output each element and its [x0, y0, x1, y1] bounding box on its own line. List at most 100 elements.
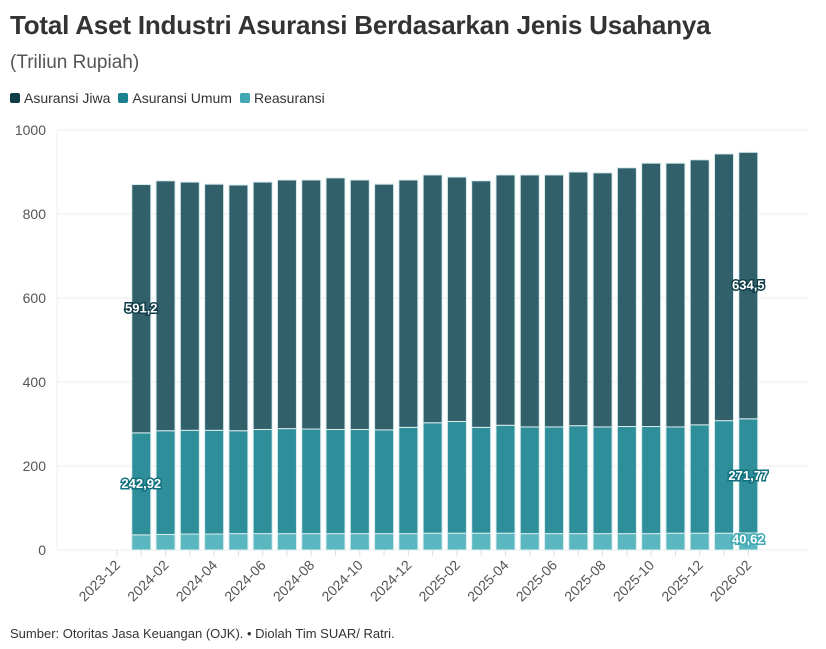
bar-asuransi-umum [276, 428, 297, 535]
bar-asuransi-umum [301, 428, 322, 535]
bar-asuransi-jiwa [665, 162, 686, 428]
bar-asuransi-umum [252, 428, 273, 535]
legend-label: Asuransi Jiwa [24, 90, 111, 106]
y-tick-label: 200 [23, 458, 47, 474]
data-label: 634,5 [732, 278, 765, 293]
bar-reasuransi [179, 533, 200, 551]
x-tick-label: 2024-04 [173, 557, 221, 605]
x-tick-label: 2025-12 [658, 557, 706, 605]
bar-asuransi-jiwa [592, 172, 613, 428]
bar-asuransi-umum [568, 425, 589, 535]
chart-title: Total Aset Industri Asuransi Berdasarkan… [10, 10, 711, 40]
bar-asuransi-umum [325, 428, 346, 535]
bar-asuransi-jiwa [568, 171, 589, 427]
bar-asuransi-umum [592, 426, 613, 535]
bar-asuransi-umum [374, 429, 395, 535]
x-tick-label: 2025-04 [464, 557, 512, 605]
x-tick-label: 2024-06 [221, 557, 269, 605]
bar-asuransi-umum [471, 426, 492, 534]
x-tick-label: 2025-08 [561, 557, 609, 605]
chart-subtitle: (Triliun Rupiah) [10, 52, 140, 73]
bar-asuransi-jiwa [349, 179, 370, 430]
legend-swatch [118, 93, 129, 103]
bar-asuransi-jiwa [252, 181, 273, 430]
bar-asuransi-jiwa [276, 179, 297, 430]
bar-asuransi-umum [689, 424, 710, 534]
bar-asuransi-umum [422, 422, 443, 534]
bar-asuransi-umum [616, 426, 637, 535]
bar-reasuransi [495, 532, 516, 551]
x-tick-label: 2024-10 [318, 557, 366, 605]
bar-asuransi-jiwa [422, 174, 443, 424]
bar-reasuransi [131, 534, 152, 551]
bar-asuransi-jiwa [204, 183, 225, 431]
bar-asuransi-umum [349, 428, 370, 535]
bar-asuransi-jiwa [398, 179, 419, 428]
bar-asuransi-umum [519, 426, 540, 535]
bar-asuransi-jiwa [714, 153, 734, 422]
bar-asuransi-umum [228, 430, 249, 535]
bar-asuransi-jiwa [519, 174, 540, 428]
data-label: 242,92 [121, 476, 161, 491]
bar-asuransi-jiwa [446, 176, 467, 422]
legend-label: Asuransi Umum [132, 90, 232, 106]
y-tick-label: 800 [23, 206, 47, 222]
bar-asuransi-jiwa [495, 174, 516, 426]
bar-reasuransi [155, 533, 176, 551]
bar-asuransi-jiwa [179, 181, 200, 431]
bar-reasuransi [568, 533, 589, 551]
bar-reasuransi [714, 532, 734, 551]
bar-reasuransi [592, 533, 613, 551]
bar-asuransi-umum [641, 426, 662, 535]
x-tick-label: 2024-12 [367, 557, 415, 605]
legend-item-reasuransi[interactable]: Reasuransi [239, 90, 325, 106]
source-note: Sumber: Otoritas Jasa Keuangan (OJK). • … [10, 626, 395, 641]
y-tick-label: 0 [38, 542, 46, 558]
bar-asuransi-jiwa [325, 177, 346, 430]
bar-reasuransi [252, 533, 273, 551]
data-label: 40,62 [732, 531, 765, 546]
x-tick-label: 2026-02 [707, 557, 755, 605]
bar-reasuransi [519, 533, 540, 551]
y-tick-label: 1000 [15, 122, 46, 138]
x-tick-label: 2023-12 [75, 557, 123, 605]
legend-item-umum[interactable]: Asuransi Umum [118, 90, 232, 106]
bar-reasuransi [276, 533, 297, 551]
bar-asuransi-jiwa [131, 184, 152, 434]
bar-reasuransi [349, 533, 370, 551]
legend-swatch [239, 93, 250, 103]
bar-asuransi-jiwa [228, 184, 249, 432]
bar-reasuransi [325, 533, 346, 551]
legend-label: Reasuransi [253, 90, 325, 106]
bar-reasuransi [398, 533, 419, 551]
bar-asuransi-umum [179, 429, 200, 535]
bar-reasuransi [301, 533, 322, 551]
legend: Asuransi Jiwa Asuransi Umum Reasuransi [10, 90, 325, 106]
x-tick-label: 2025-10 [610, 557, 658, 605]
legend-item-jiwa[interactable]: Asuransi Jiwa [10, 90, 110, 106]
bar-asuransi-umum [665, 426, 686, 534]
bar-asuransi-jiwa [471, 180, 492, 428]
bar-reasuransi [422, 532, 443, 551]
bar-reasuransi [616, 533, 637, 551]
data-label: 271,77 [728, 468, 768, 483]
bar-reasuransi [228, 533, 249, 551]
bar-reasuransi [446, 532, 467, 551]
data-label: 591,2 [125, 301, 158, 316]
bar-reasuransi [641, 533, 662, 551]
bar-asuransi-jiwa [641, 162, 662, 428]
x-tick-label: 2025-02 [415, 557, 463, 605]
bar-reasuransi [471, 532, 492, 551]
bar-asuransi-jiwa [301, 179, 322, 430]
bar-asuransi-umum [398, 426, 419, 535]
bar-asuransi-jiwa [738, 151, 759, 420]
bar-asuransi-umum [446, 420, 467, 534]
bar-reasuransi [204, 533, 225, 551]
bar-asuransi-jiwa [155, 180, 176, 432]
bar-reasuransi [689, 532, 710, 551]
bar-reasuransi [544, 533, 565, 551]
bar-asuransi-umum [204, 429, 225, 535]
bar-asuransi-jiwa [544, 174, 565, 428]
x-tick-label: 2024-08 [270, 557, 318, 605]
